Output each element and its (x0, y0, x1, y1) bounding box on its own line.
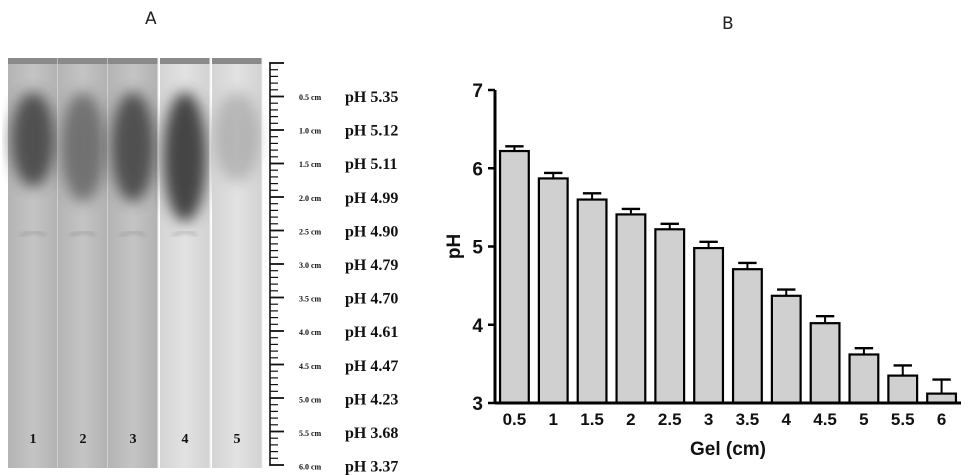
bar (693, 246, 725, 405)
marker-cm-label: 2.5 cm (299, 227, 322, 236)
x-tick-label: 0.5 (503, 410, 527, 429)
marker-ph-label: pH 4.23 (345, 391, 398, 408)
gel-lanes: 1 2 3 4 5 (8, 58, 263, 468)
lane-label: 3 (130, 432, 137, 447)
marker-ph-label: pH 4.79 (345, 257, 398, 274)
lane-label: 4 (182, 432, 189, 447)
marker-ph-label: pH 5.35 (345, 89, 398, 106)
panel-b-letter: B (722, 14, 734, 34)
marker-cm-label: 1.0 cm (299, 127, 322, 136)
y-tick-label: 5 (472, 238, 483, 259)
marker-ph-label: pH 4.61 (345, 324, 398, 341)
bar (654, 228, 686, 405)
x-axis-label: Gel (cm) (690, 439, 766, 460)
marker-ph-label: pH 4.70 (345, 291, 398, 308)
lane-label: 1 (30, 432, 37, 447)
bar (615, 213, 647, 405)
marker-cm-label: 4.5 cm (299, 362, 322, 371)
marker-cm-label: 2.0 cm (299, 194, 322, 203)
bar (848, 353, 880, 405)
x-tick-label: 4 (782, 410, 792, 429)
x-tick-label: 1.5 (580, 410, 604, 429)
gel-lane: 5 (212, 58, 263, 468)
gel-lane: 3 (108, 58, 159, 468)
y-tick-label: 3 (472, 394, 483, 415)
ruler: 0.5 cm pH 5.35 1.0 cm pH 5.12 1.5 cm pH 5.11 2… (269, 62, 398, 475)
x-tick-label: 1 (549, 410, 558, 429)
bar (731, 268, 763, 405)
marker-cm-label: 5.5 cm (299, 429, 322, 438)
y-tick-label: 4 (472, 316, 483, 337)
x-tick-label: 2.5 (658, 410, 682, 429)
lane-label: 5 (234, 432, 241, 447)
marker-cm-label: 6.0 cm (299, 463, 322, 472)
bar (498, 149, 530, 405)
bar (887, 374, 919, 405)
gel-lane: 4 (160, 58, 211, 468)
marker-ph-label: pH 5.11 (345, 156, 397, 173)
x-tick-label: 3.5 (736, 410, 760, 429)
x-tick-label: 3 (704, 410, 713, 429)
x-tick-label: 2 (626, 410, 635, 429)
x-tick-label: 4.5 (813, 410, 837, 429)
x-tick-label: 6 (937, 410, 946, 429)
marker-cm-label: 3.5 cm (299, 295, 322, 304)
marker-cm-label: 4.0 cm (299, 328, 322, 337)
bar (576, 198, 608, 405)
marker-cm-label: 5.0 cm (299, 395, 322, 404)
gel-lane: 2 (58, 58, 109, 468)
lane-label: 2 (80, 432, 87, 447)
bar (809, 322, 841, 405)
gel-lane: 1 (8, 58, 59, 468)
marker-cm-label: 3.0 cm (299, 261, 322, 270)
bar-chart: 0.5 1 1.5 2 2.5 3 3.5 4 4.5 5 5.5 6 3 4 5 6 7 Gel (cm) pH (444, 81, 961, 460)
marker-ph-label: pH 4.47 (345, 358, 398, 375)
bar (537, 177, 569, 405)
y-tick-label: 7 (472, 81, 483, 102)
marker-ph-label: pH 3.37 (345, 459, 398, 475)
y-axis-label: pH (444, 234, 465, 259)
gel-panel: 1 2 3 4 5 0.5 cm pH 5.35 1.0 cm pH 5.12 1.5 cm pH… (8, 58, 398, 475)
x-tick-label: 5.5 (891, 410, 915, 429)
panel-a-letter: A (145, 9, 157, 29)
y-tick-label: 6 (472, 159, 483, 180)
marker-ph-label: pH 3.68 (345, 425, 398, 442)
marker-ph-label: pH 4.90 (345, 223, 398, 240)
marker-cm-label: 1.5 cm (299, 160, 322, 169)
marker-ph-label: pH 5.12 (345, 123, 398, 140)
marker-cm-label: 0.5 cm (299, 93, 322, 102)
x-tick-label: 5 (859, 410, 868, 429)
bar (770, 294, 802, 405)
marker-ph-label: pH 4.99 (345, 190, 398, 207)
